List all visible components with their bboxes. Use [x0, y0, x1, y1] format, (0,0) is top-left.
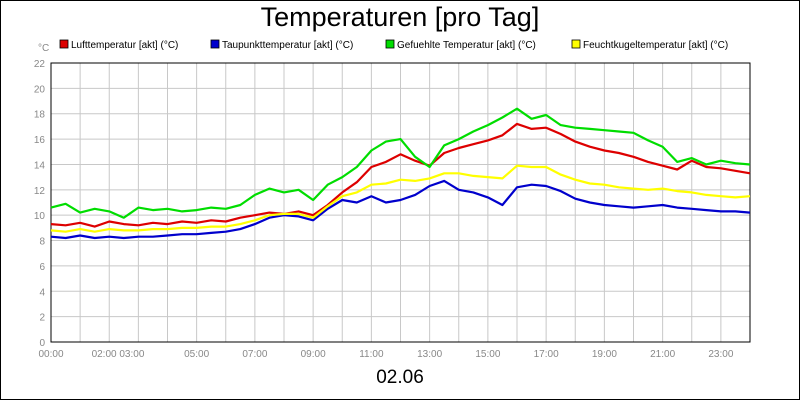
y-tick-label: 18	[34, 110, 46, 121]
y-tick-label: 0	[39, 338, 45, 349]
series-lines	[50, 107, 751, 240]
y-axis-unit: °C	[38, 43, 49, 54]
x-axis-date-label: 02.06	[376, 367, 424, 388]
x-tick-label: 19:00	[592, 349, 617, 360]
series-line-1	[50, 179, 751, 240]
y-tick-label: 12	[34, 186, 46, 197]
x-tick-label: 02:00 03:00	[92, 349, 145, 360]
legend-label: Taupunkttemperatur [akt] (°C)	[222, 40, 353, 51]
legend: Lufttemperatur [akt] (°C) Taupunkttempera…	[59, 39, 728, 51]
x-tick-label: 09:00	[301, 349, 326, 360]
x-tick-label: 13:00	[417, 349, 442, 360]
legend-swatch	[59, 39, 69, 49]
legend-label: Feuchtkugeltemperatur [akt] (°C)	[583, 40, 728, 51]
y-tick-label: 16	[34, 135, 46, 146]
x-tick-label: 23:00	[708, 349, 733, 360]
legend-label: Gefuehlte Temperatur [akt] (°C)	[397, 40, 536, 51]
y-tick-label: 10	[34, 211, 46, 222]
series-line-2	[50, 107, 751, 219]
x-tick-label: 11:00	[359, 349, 384, 360]
y-tick-label: 2	[39, 313, 45, 324]
x-tick-label: 15:00	[475, 349, 500, 360]
x-tick-label: 00:00	[38, 349, 63, 360]
y-tick-label: 4	[39, 287, 45, 298]
x-axis-ticks: 00:00 02:00 03:00 05:00 07:00 09:00 11:00 13:0…	[38, 349, 733, 360]
grid	[50, 62, 751, 343]
legend-swatch	[210, 39, 220, 49]
y-tick-label: 20	[34, 84, 46, 95]
legend-swatch	[571, 39, 581, 49]
x-tick-label: 21:00	[650, 349, 675, 360]
y-axis-ticks: 0 2 4 6 8 10 12 14 16 18 20 22	[34, 59, 46, 349]
chart-title: Temperaturen [pro Tag]	[260, 2, 540, 32]
y-tick-label: 8	[39, 237, 45, 248]
series-line-0	[50, 122, 751, 228]
x-tick-label: 17:00	[534, 349, 559, 360]
y-tick-label: 6	[39, 262, 45, 273]
x-tick-label: 07:00	[242, 349, 267, 360]
y-tick-label: 22	[34, 59, 46, 70]
legend-label: Lufttemperatur [akt] (°C)	[71, 40, 178, 51]
y-tick-label: 14	[34, 160, 46, 171]
x-tick-label: 05:00	[184, 349, 209, 360]
series-line-3	[50, 164, 751, 233]
legend-swatch	[385, 39, 395, 49]
plot-border	[50, 62, 751, 343]
